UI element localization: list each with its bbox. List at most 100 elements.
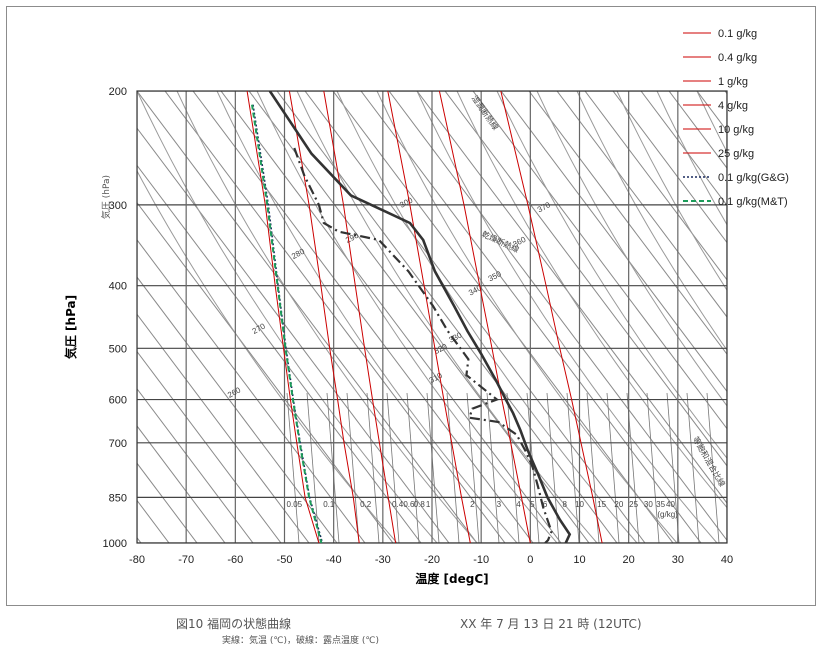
dry-adiabat-line bbox=[137, 499, 170, 543]
y-tick-label: 300 bbox=[109, 200, 127, 212]
legend-label: 10 g/kg bbox=[718, 124, 754, 136]
series-line-4 bbox=[438, 91, 531, 543]
dry-adiabat-line bbox=[164, 91, 506, 543]
moist-adiabat-line bbox=[777, 91, 815, 543]
series-line-9 bbox=[293, 147, 553, 543]
moist-adiabat-line bbox=[137, 169, 398, 543]
dry-adiabat-line bbox=[584, 91, 727, 281]
x-tick-label: -20 bbox=[424, 554, 440, 566]
legend-label: 0.4 g/kg bbox=[718, 52, 757, 64]
mixing-ratio-label: 3 bbox=[497, 500, 502, 509]
mixing-ratio-label: 8 bbox=[563, 500, 568, 509]
series-line-7 bbox=[251, 104, 323, 543]
dry-adiabat-line bbox=[220, 91, 562, 543]
theta-label: 370 bbox=[536, 200, 552, 214]
dry-adiabat-line bbox=[7, 91, 57, 543]
theta-label: 300 bbox=[398, 195, 414, 209]
x-tick-label: -70 bbox=[178, 554, 194, 566]
mixing-ratio-label: 40 bbox=[666, 500, 675, 509]
legend-label: 0.1 g/kg(M&T) bbox=[718, 196, 788, 208]
mixing-ratio-label: 25 bbox=[629, 500, 638, 509]
theta-label: 350 bbox=[487, 269, 503, 283]
moist-adiabat-line bbox=[496, 91, 727, 459]
mixing-ratio-label: 10 bbox=[575, 500, 584, 509]
mixing-ratio-guide-line bbox=[286, 392, 300, 543]
legend-label: 4 g/kg bbox=[718, 100, 748, 112]
moist-adiabat-line bbox=[616, 91, 727, 292]
dry-adiabat-line bbox=[360, 91, 702, 543]
dry-adiabat-line bbox=[809, 91, 815, 543]
mixing-ratio-guide-line bbox=[366, 392, 380, 543]
moist-adiabat-line bbox=[416, 91, 718, 543]
dry-adiabat-line bbox=[7, 91, 29, 543]
dry-adiabat-line bbox=[753, 91, 815, 543]
dry-adiabat-line bbox=[137, 276, 338, 543]
dry-adiabat-line bbox=[668, 91, 727, 169]
plot-border bbox=[136, 90, 728, 544]
mixing-ratio-guide-line bbox=[346, 392, 360, 543]
x-tick-label: -40 bbox=[326, 554, 342, 566]
mixing-ratio-guide-line bbox=[506, 392, 520, 543]
dry-adiabat-line bbox=[137, 387, 254, 543]
dry-adiabat-line bbox=[137, 313, 310, 543]
dry-adiabat-line bbox=[332, 91, 674, 543]
dry-adiabat-line bbox=[556, 91, 727, 318]
legend-label: 25 g/kg bbox=[718, 148, 754, 160]
series-layer bbox=[246, 91, 603, 543]
diagram-background bbox=[7, 91, 815, 543]
dry-adiabat-line bbox=[137, 350, 282, 543]
dry-adiabat-line bbox=[137, 164, 422, 543]
dry-adiabat-line bbox=[192, 91, 534, 543]
x-axis-label: 温度 [degC] bbox=[415, 571, 488, 586]
mixing-ratio-guide-line bbox=[646, 392, 660, 543]
dry-adiabat-line bbox=[444, 91, 727, 467]
dry-adiabat-line bbox=[137, 425, 226, 543]
dry-adiabat-line bbox=[137, 239, 366, 543]
x-tick-label: 10 bbox=[573, 554, 585, 566]
dry-adiabat-line bbox=[472, 91, 727, 430]
x-tick-label: 30 bbox=[672, 554, 684, 566]
mixing-ratio-guide-line bbox=[426, 392, 440, 543]
dry-adiabat-line bbox=[7, 91, 113, 543]
mixing-ratio-guide-line bbox=[326, 392, 340, 543]
mixing-ratio-label: 15 bbox=[597, 500, 606, 509]
mixing-ratio-label: 0.2 bbox=[360, 500, 372, 509]
figure-caption-subtitle: 実線：気温 (℃)，破線：露点温度 (℃) bbox=[222, 636, 379, 646]
dry-adiabat-line bbox=[500, 91, 727, 393]
moist-adiabat-line bbox=[256, 91, 558, 543]
legend-label: 1 g/kg bbox=[718, 76, 748, 88]
dry-adiabat-line bbox=[781, 91, 815, 543]
moist-adiabat-line bbox=[336, 91, 638, 543]
mixing-ratio-label: 30 bbox=[644, 500, 653, 509]
theta-label: 310 bbox=[428, 371, 444, 385]
mixing-ratio-guide-line bbox=[706, 392, 720, 543]
dry-adiabat-line bbox=[276, 91, 618, 543]
mixing-ratio-label: 35 bbox=[656, 500, 665, 509]
x-tick-label: -60 bbox=[227, 554, 243, 566]
mixing-ratio-guide-line bbox=[466, 392, 480, 543]
chart-frame: 200 300 400 500 600 700 850 1000 -80 -70 -60 -50 -40… bbox=[6, 6, 816, 606]
theta-label: 270 bbox=[251, 321, 267, 335]
mixing-ratio-label: 4 bbox=[516, 500, 521, 509]
x-tick-label: 40 bbox=[721, 554, 733, 566]
mixing-ratio-guide-line bbox=[686, 392, 700, 543]
mixing-ratio-guide-line bbox=[486, 392, 500, 543]
moist-adiabat-line bbox=[176, 91, 478, 543]
figure-caption-date: XX 年 7 月 13 日 21 時 (12UTC) bbox=[460, 617, 642, 631]
y-tick-label: 200 bbox=[109, 86, 127, 98]
mixing-ratio-label: 0.6 bbox=[403, 500, 415, 509]
moist-adiabat-line bbox=[216, 91, 518, 543]
moist-adiabat-line bbox=[137, 91, 438, 543]
series-line-8 bbox=[268, 91, 572, 543]
dry-adiabat-line bbox=[612, 91, 727, 244]
mixing-ratio-label: 5 bbox=[530, 500, 535, 509]
x-tick-label: -80 bbox=[129, 554, 145, 566]
moist-adiabat-line bbox=[376, 91, 678, 543]
dry-adiabat-line bbox=[528, 91, 727, 356]
moist-adiabat-line bbox=[536, 91, 727, 407]
y-tick-label: 500 bbox=[109, 343, 127, 355]
mixing-ratio-label: 20 bbox=[614, 500, 623, 509]
y-tick-label: 400 bbox=[109, 281, 127, 293]
dry-adiabat-line bbox=[416, 91, 727, 504]
dry-adiabat-line bbox=[640, 91, 727, 207]
